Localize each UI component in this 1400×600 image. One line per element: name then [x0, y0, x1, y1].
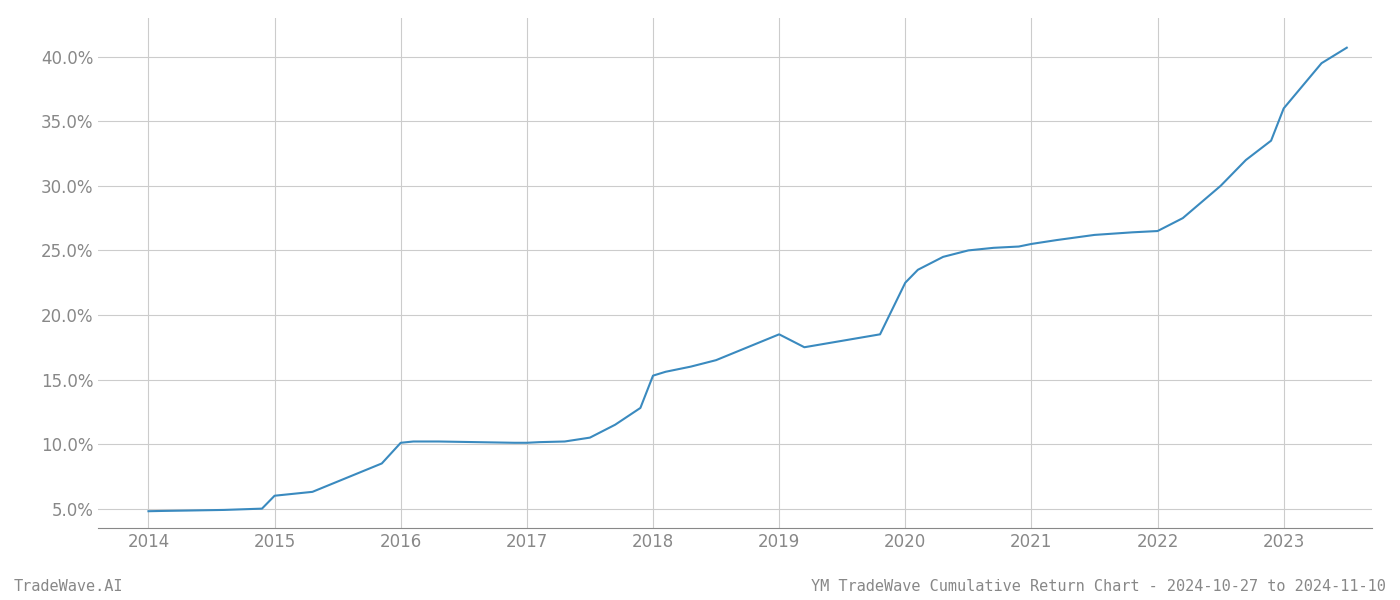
- Text: TradeWave.AI: TradeWave.AI: [14, 579, 123, 594]
- Text: YM TradeWave Cumulative Return Chart - 2024-10-27 to 2024-11-10: YM TradeWave Cumulative Return Chart - 2…: [811, 579, 1386, 594]
